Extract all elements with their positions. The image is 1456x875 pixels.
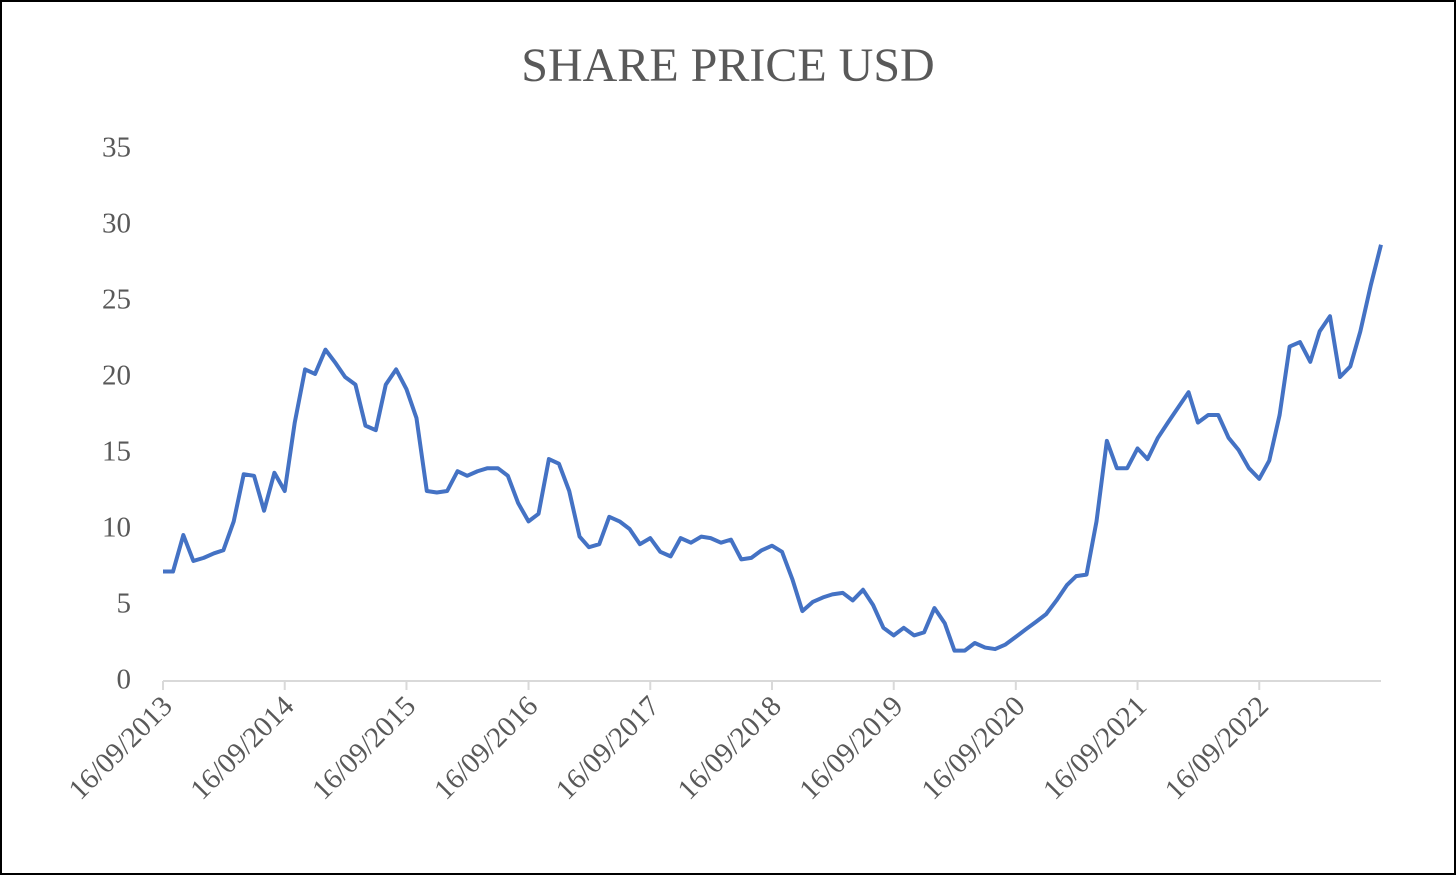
y-tick-label: 20	[102, 360, 131, 392]
y-tick-label: 15	[102, 436, 131, 468]
y-tick-label: 25	[102, 284, 131, 316]
y-tick-label: 5	[117, 588, 132, 620]
y-tick-label: 0	[117, 664, 132, 696]
y-tick-label: 35	[102, 132, 131, 164]
y-tick-label: 10	[102, 512, 131, 544]
price-line	[163, 244, 1383, 653]
y-tick-label: 30	[102, 208, 131, 240]
chart-title: SHARE PRICE USD	[521, 39, 934, 92]
